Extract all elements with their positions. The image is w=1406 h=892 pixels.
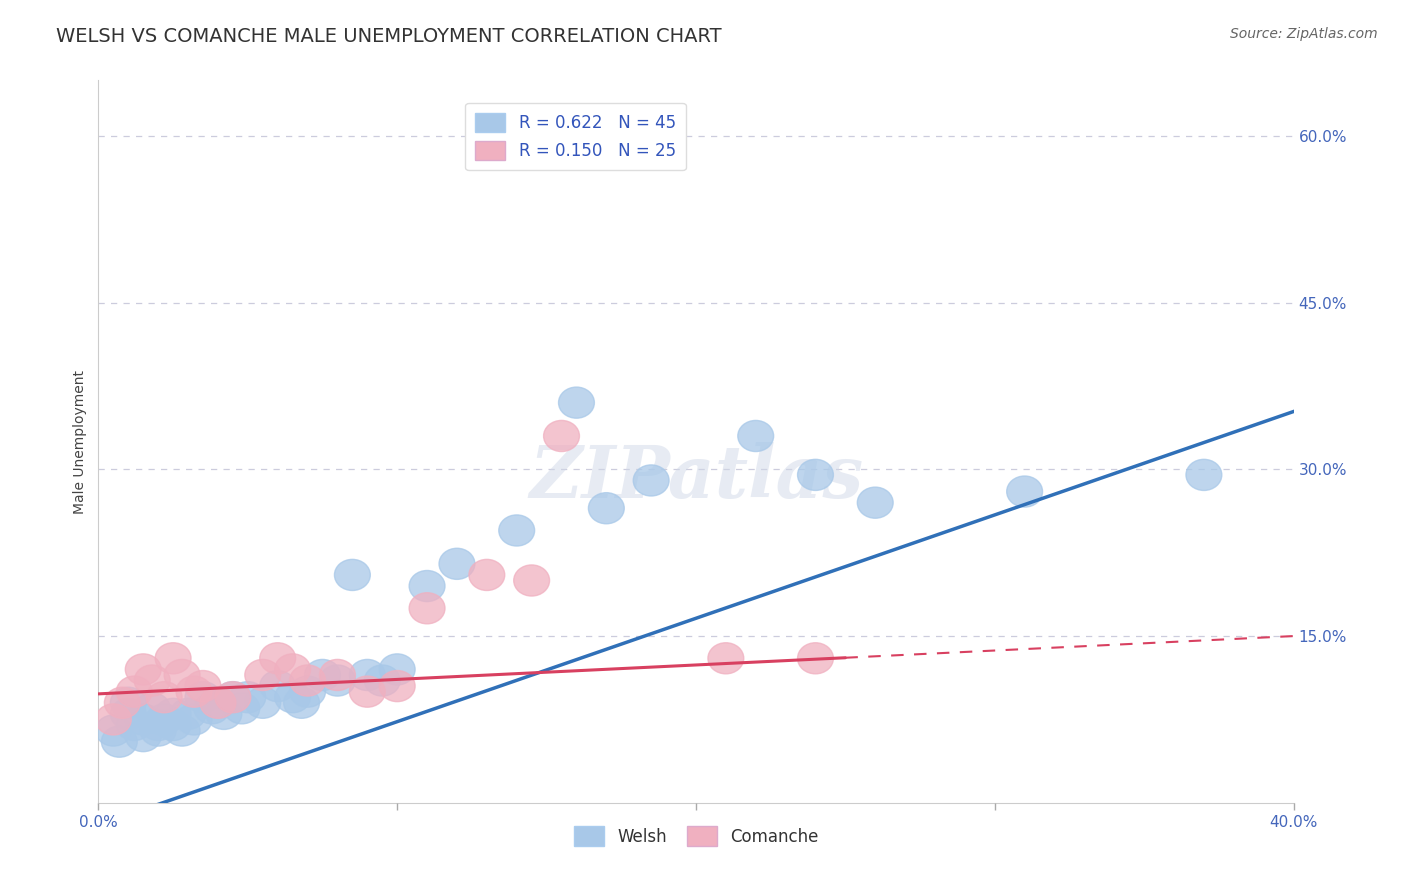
Ellipse shape — [186, 671, 221, 702]
Ellipse shape — [274, 681, 311, 713]
Ellipse shape — [284, 687, 319, 718]
Ellipse shape — [194, 693, 231, 724]
Ellipse shape — [350, 676, 385, 707]
Ellipse shape — [470, 559, 505, 591]
Ellipse shape — [544, 420, 579, 451]
Ellipse shape — [797, 643, 834, 673]
Ellipse shape — [200, 687, 236, 718]
Ellipse shape — [101, 726, 138, 757]
Ellipse shape — [380, 654, 415, 685]
Ellipse shape — [1007, 476, 1043, 508]
Ellipse shape — [274, 654, 311, 685]
Ellipse shape — [335, 559, 370, 591]
Ellipse shape — [125, 654, 162, 685]
Ellipse shape — [513, 565, 550, 596]
Ellipse shape — [141, 709, 176, 740]
Ellipse shape — [231, 681, 266, 713]
Ellipse shape — [117, 676, 152, 707]
Ellipse shape — [409, 592, 446, 624]
Ellipse shape — [165, 715, 200, 746]
Ellipse shape — [110, 687, 146, 718]
Ellipse shape — [245, 659, 281, 690]
Ellipse shape — [110, 698, 146, 730]
Ellipse shape — [709, 643, 744, 673]
Ellipse shape — [290, 676, 326, 707]
Ellipse shape — [738, 420, 773, 451]
Legend: Welsh, Comanche: Welsh, Comanche — [567, 820, 825, 852]
Ellipse shape — [215, 681, 250, 713]
Ellipse shape — [155, 709, 191, 740]
Ellipse shape — [558, 387, 595, 418]
Ellipse shape — [224, 693, 260, 724]
Ellipse shape — [245, 687, 281, 718]
Ellipse shape — [135, 693, 170, 724]
Ellipse shape — [260, 643, 295, 673]
Ellipse shape — [409, 571, 446, 601]
Ellipse shape — [125, 704, 162, 735]
Ellipse shape — [96, 715, 131, 746]
Ellipse shape — [260, 671, 295, 702]
Ellipse shape — [155, 698, 191, 730]
Ellipse shape — [364, 665, 401, 696]
Ellipse shape — [117, 709, 152, 740]
Ellipse shape — [135, 665, 170, 696]
Ellipse shape — [439, 549, 475, 580]
Ellipse shape — [858, 487, 893, 518]
Ellipse shape — [200, 687, 236, 718]
Ellipse shape — [176, 704, 212, 735]
Ellipse shape — [207, 698, 242, 730]
Ellipse shape — [350, 659, 385, 690]
Ellipse shape — [305, 659, 340, 690]
Ellipse shape — [146, 681, 183, 713]
Ellipse shape — [589, 492, 624, 524]
Y-axis label: Male Unemployment: Male Unemployment — [73, 369, 87, 514]
Ellipse shape — [797, 459, 834, 491]
Ellipse shape — [155, 643, 191, 673]
Ellipse shape — [125, 721, 162, 752]
Text: ZIPatlas: ZIPatlas — [529, 442, 863, 513]
Ellipse shape — [319, 659, 356, 690]
Ellipse shape — [96, 704, 131, 735]
Ellipse shape — [633, 465, 669, 496]
Text: Source: ZipAtlas.com: Source: ZipAtlas.com — [1230, 27, 1378, 41]
Ellipse shape — [104, 687, 141, 718]
Ellipse shape — [319, 665, 356, 696]
Ellipse shape — [186, 681, 221, 713]
Ellipse shape — [380, 671, 415, 702]
Ellipse shape — [141, 715, 176, 746]
Ellipse shape — [146, 704, 183, 735]
Ellipse shape — [165, 659, 200, 690]
Ellipse shape — [176, 676, 212, 707]
Ellipse shape — [215, 681, 250, 713]
Ellipse shape — [1187, 459, 1222, 491]
Ellipse shape — [290, 665, 326, 696]
Text: WELSH VS COMANCHE MALE UNEMPLOYMENT CORRELATION CHART: WELSH VS COMANCHE MALE UNEMPLOYMENT CORR… — [56, 27, 721, 45]
Ellipse shape — [499, 515, 534, 546]
Ellipse shape — [170, 698, 207, 730]
